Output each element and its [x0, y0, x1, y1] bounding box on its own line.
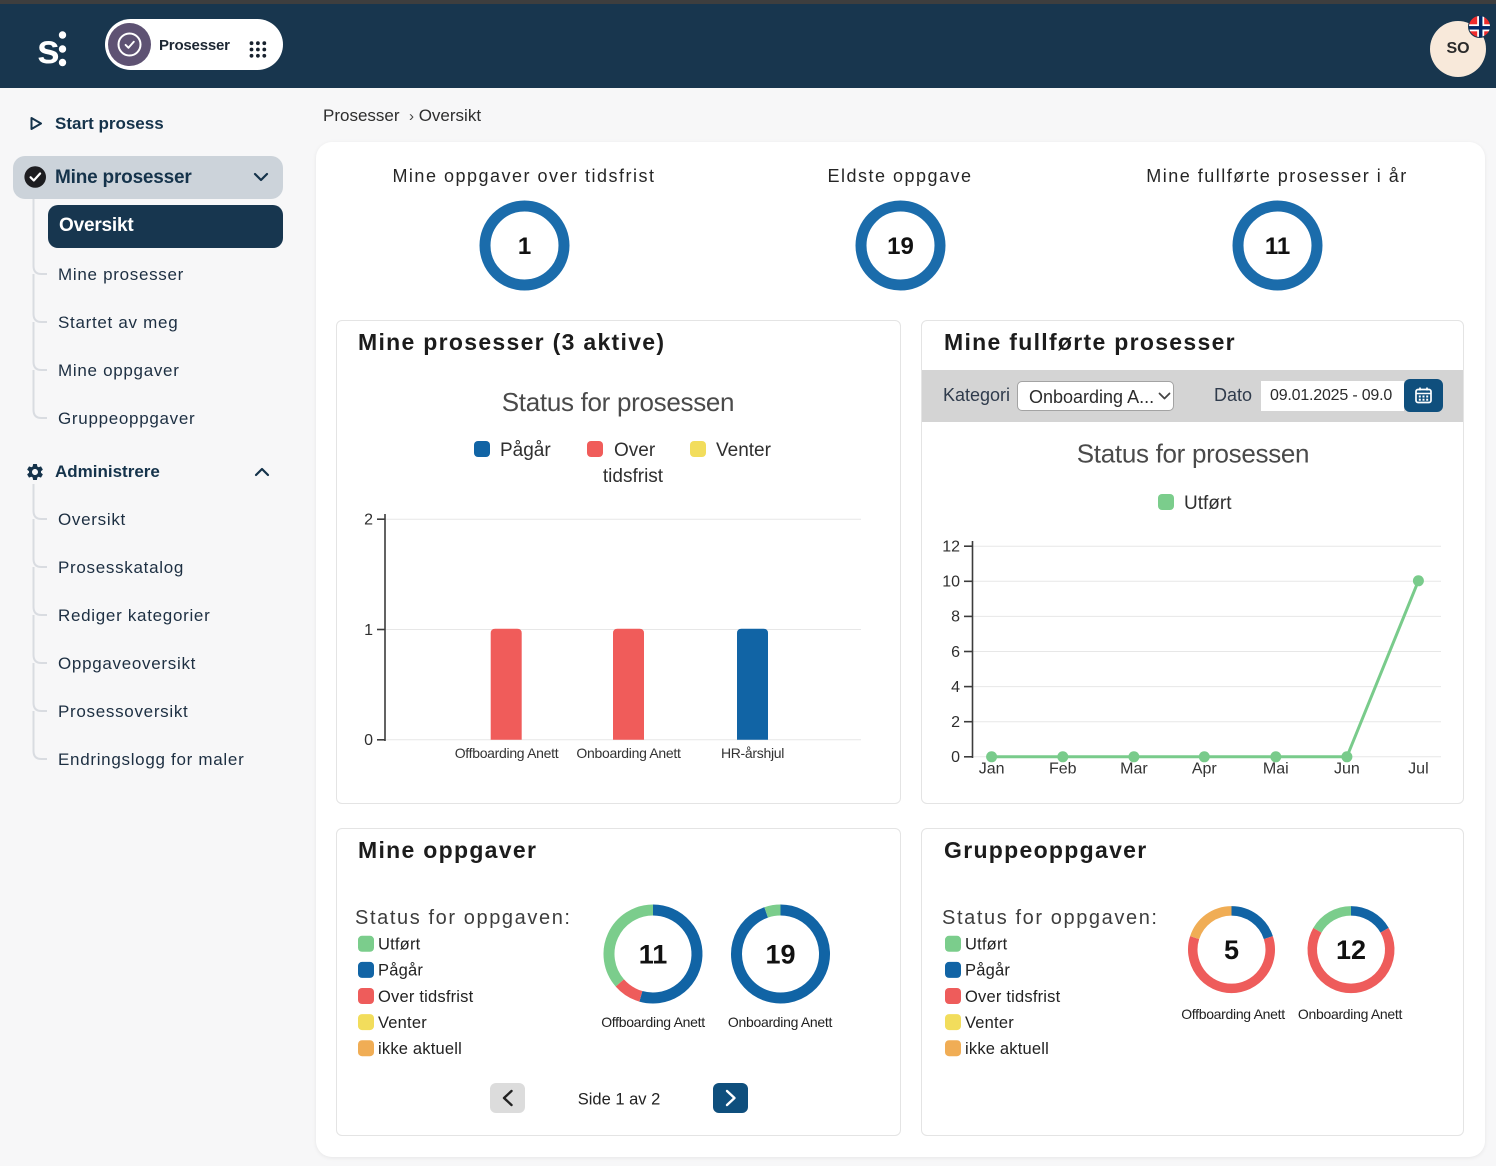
svg-text:Status for prosessen: Status for prosessen	[1077, 439, 1309, 469]
svg-text:Feb: Feb	[1049, 761, 1077, 778]
svg-text:Offboarding Anett: Offboarding Anett	[601, 1014, 705, 1030]
svg-text:Onboarding Anett: Onboarding Anett	[576, 745, 681, 761]
svg-text:Pågår: Pågår	[500, 440, 551, 461]
svg-text:Pågår: Pågår	[378, 962, 423, 980]
svg-text:Over tidsfrist: Over tidsfrist	[378, 988, 474, 1006]
svg-text:Over: Over	[614, 440, 656, 461]
svg-text:Onboarding Anett: Onboarding Anett	[1298, 1006, 1403, 1022]
svg-text:Jan: Jan	[979, 761, 1005, 778]
svg-text:11: 11	[1265, 233, 1290, 260]
svg-text:Status for oppgaven:: Status for oppgaven:	[942, 907, 1159, 929]
svg-text:1: 1	[518, 233, 531, 260]
svg-text:10: 10	[942, 574, 960, 591]
svg-text:12: 12	[942, 539, 960, 556]
svg-text:11: 11	[639, 940, 668, 970]
svg-text:8: 8	[951, 609, 960, 626]
svg-text:4: 4	[951, 679, 960, 696]
svg-text:12: 12	[1336, 935, 1366, 965]
svg-text:Utført: Utført	[378, 936, 421, 954]
svg-text:Pågår: Pågår	[965, 962, 1010, 980]
svg-text:19: 19	[887, 233, 914, 260]
svg-text:6: 6	[951, 644, 960, 661]
svg-text:ikke aktuell: ikke aktuell	[965, 1040, 1049, 1058]
svg-text:Mar: Mar	[1120, 761, 1148, 778]
svg-text:Venter: Venter	[965, 1014, 1014, 1032]
svg-text:Status for prosessen: Status for prosessen	[502, 387, 734, 417]
svg-text:Venter: Venter	[378, 1014, 427, 1032]
svg-text:2: 2	[951, 714, 960, 731]
svg-text:Apr: Apr	[1192, 761, 1218, 778]
svg-text:Side 1 av 2: Side 1 av 2	[578, 1091, 661, 1109]
svg-text:Status for oppgaven:: Status for oppgaven:	[355, 907, 572, 929]
svg-text:Utført: Utført	[1184, 493, 1232, 514]
svg-text:Onboarding Anett: Onboarding Anett	[728, 1014, 833, 1030]
svg-text:tidsfrist: tidsfrist	[603, 466, 664, 487]
svg-text:Jun: Jun	[1334, 761, 1360, 778]
svg-text:0: 0	[951, 749, 960, 766]
svg-text:Offboarding Anett: Offboarding Anett	[1181, 1006, 1285, 1022]
svg-text:Jul: Jul	[1408, 761, 1428, 778]
svg-text:0: 0	[364, 732, 373, 749]
svg-text:2: 2	[364, 512, 373, 529]
svg-text:Offboarding Anett: Offboarding Anett	[455, 745, 559, 761]
svg-text:ikke aktuell: ikke aktuell	[378, 1040, 462, 1058]
svg-text:Over tidsfrist: Over tidsfrist	[965, 988, 1061, 1006]
svg-text:Utført: Utført	[965, 936, 1008, 954]
svg-text:19: 19	[765, 940, 795, 970]
svg-text:5: 5	[1224, 935, 1239, 965]
svg-text:1: 1	[364, 622, 373, 639]
svg-text:Venter: Venter	[716, 440, 772, 461]
svg-text:Mai: Mai	[1263, 761, 1289, 778]
svg-text:HR-årshjul: HR-årshjul	[721, 745, 784, 761]
